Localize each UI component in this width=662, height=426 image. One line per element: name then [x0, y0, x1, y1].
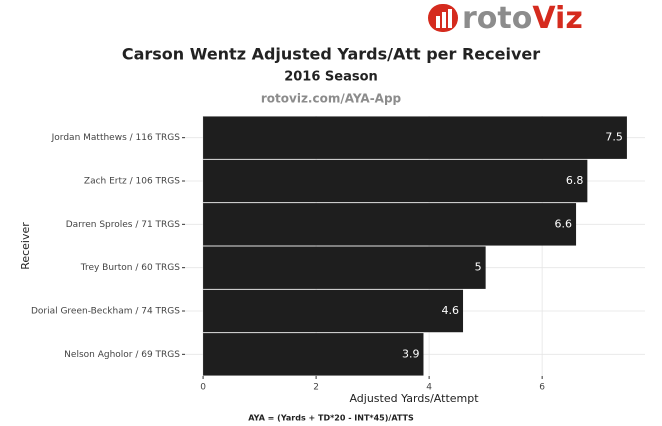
y-tick-label: Darren Sproles / 71 TRGS [66, 220, 181, 230]
caption: AYA = (Yards + TD*20 - INT*45)/ATTS [248, 414, 414, 423]
x-tick-label: 2 [313, 383, 319, 393]
bar [203, 116, 627, 159]
logo-icon-bar [442, 12, 446, 28]
value-label: 4.6 [442, 304, 460, 317]
x-tick-label: 0 [200, 383, 206, 393]
logo-icon-bar [448, 9, 452, 28]
bar [203, 159, 588, 203]
value-label: 5 [475, 261, 482, 274]
x-tick-label: 4 [426, 383, 432, 393]
y-axis-label: Receiver [19, 222, 32, 270]
bar [203, 333, 424, 376]
y-tick-label: Jordan Matthews / 116 TRGS [51, 133, 181, 143]
value-label: 6.6 [555, 217, 573, 230]
value-label: 7.5 [605, 131, 623, 144]
value-label: 3.9 [402, 347, 420, 360]
logo-icon-bar [436, 16, 440, 28]
logo-text: rotoViz [462, 1, 583, 36]
x-axis-label: Adjusted Yards/Attempt [349, 392, 479, 405]
y-tick-label: Zach Ertz / 106 TRGS [84, 177, 180, 187]
y-tick-label: Nelson Agholor / 69 TRGS [64, 350, 180, 360]
y-tick-label: Trey Burton / 60 TRGS [80, 263, 181, 273]
x-tick-label: 6 [539, 383, 545, 393]
source: rotoviz.com/AYA-App [261, 92, 402, 106]
bar [203, 289, 464, 333]
value-label: 6.8 [566, 174, 584, 187]
y-tick-label: Dorial Green-Beckham / 74 TRGS [31, 307, 180, 317]
bar [203, 246, 486, 289]
bar [203, 203, 577, 246]
logo-suffix: Viz [532, 1, 582, 36]
logo-prefix: roto [462, 1, 532, 36]
chart-subtitle: 2016 Season [284, 70, 378, 85]
chart-title: Carson Wentz Adjusted Yards/Att per Rece… [122, 45, 540, 64]
